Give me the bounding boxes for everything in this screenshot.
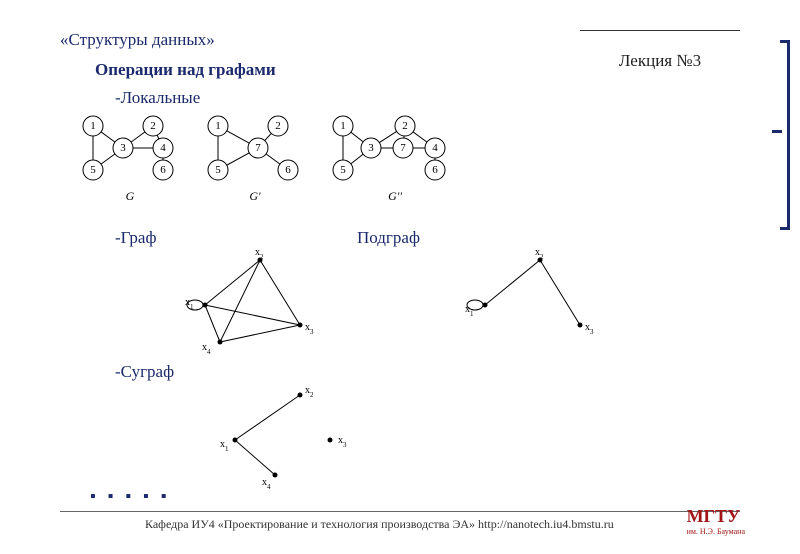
footer-text: Кафедра ИУ4 «Проектирование и технология… [145, 517, 614, 532]
university-name: МГТУ [687, 506, 745, 527]
svg-text:G': G' [249, 189, 261, 203]
svg-text:2: 2 [402, 120, 408, 132]
graph-subgraph-area: x1 x2 x3 x4 x1 x2 x3 [130, 250, 630, 365]
svg-text:1: 1 [90, 120, 96, 132]
lecture-box: Лекция №3 [580, 30, 740, 71]
lecture-label: Лекция №3 [580, 31, 740, 71]
svg-text:G'': G'' [388, 189, 402, 203]
svg-text:x2: x2 [535, 250, 544, 261]
page-title: «Структуры данных» [60, 30, 215, 50]
subsection-sugraf: -Суграф [115, 362, 174, 382]
svg-text:7: 7 [255, 142, 261, 154]
svg-text:1: 1 [215, 120, 221, 132]
sugraf-area: x1 x2 x3 x4 [210, 385, 410, 500]
svg-text:x3: x3 [585, 322, 594, 336]
svg-text:5: 5 [90, 164, 96, 176]
svg-text:2: 2 [150, 120, 156, 132]
university-logo: МГТУ им. Н.Э. Баумана [687, 506, 745, 536]
svg-text:6: 6 [160, 164, 166, 176]
svg-text:x3: x3 [338, 435, 347, 449]
svg-text:5: 5 [215, 164, 221, 176]
footer-divider [60, 511, 740, 512]
university-tagline: им. Н.Э. Баумана [687, 527, 745, 536]
footer-dots-icon: ▪ ▪ ▪ ▪ ▪ [90, 488, 170, 506]
section-title: Операции над графами [95, 60, 276, 80]
svg-text:x3: x3 [305, 322, 314, 336]
svg-text:x1: x1 [220, 439, 229, 453]
svg-text:5: 5 [340, 164, 346, 176]
svg-text:1: 1 [340, 120, 346, 132]
svg-text:2: 2 [275, 120, 281, 132]
side-bracket-icon [780, 40, 790, 230]
graphs-row-1: 1 2 3 4 5 6 G 1 2 7 5 6 G' 1 2 3 7 4 5 6 G'' [75, 110, 475, 215]
svg-text:x4: x4 [262, 477, 271, 491]
side-notch-icon [772, 130, 782, 133]
subsection-graph: -Граф [115, 228, 156, 248]
svg-text:x2: x2 [255, 250, 264, 261]
svg-text:x2: x2 [305, 385, 314, 399]
subsection-local: -Локальные [115, 88, 200, 108]
svg-text:4: 4 [160, 142, 166, 154]
svg-text:3: 3 [120, 142, 126, 154]
svg-text:6: 6 [285, 164, 291, 176]
svg-text:7: 7 [400, 142, 406, 154]
svg-text:G: G [126, 189, 135, 203]
svg-text:x1: x1 [185, 297, 194, 311]
svg-text:x4: x4 [202, 342, 211, 356]
svg-text:4: 4 [432, 142, 438, 154]
svg-text:x1: x1 [465, 304, 474, 318]
svg-text:6: 6 [432, 164, 438, 176]
subsection-subgraph: Подграф [357, 228, 420, 248]
svg-text:3: 3 [368, 142, 374, 154]
